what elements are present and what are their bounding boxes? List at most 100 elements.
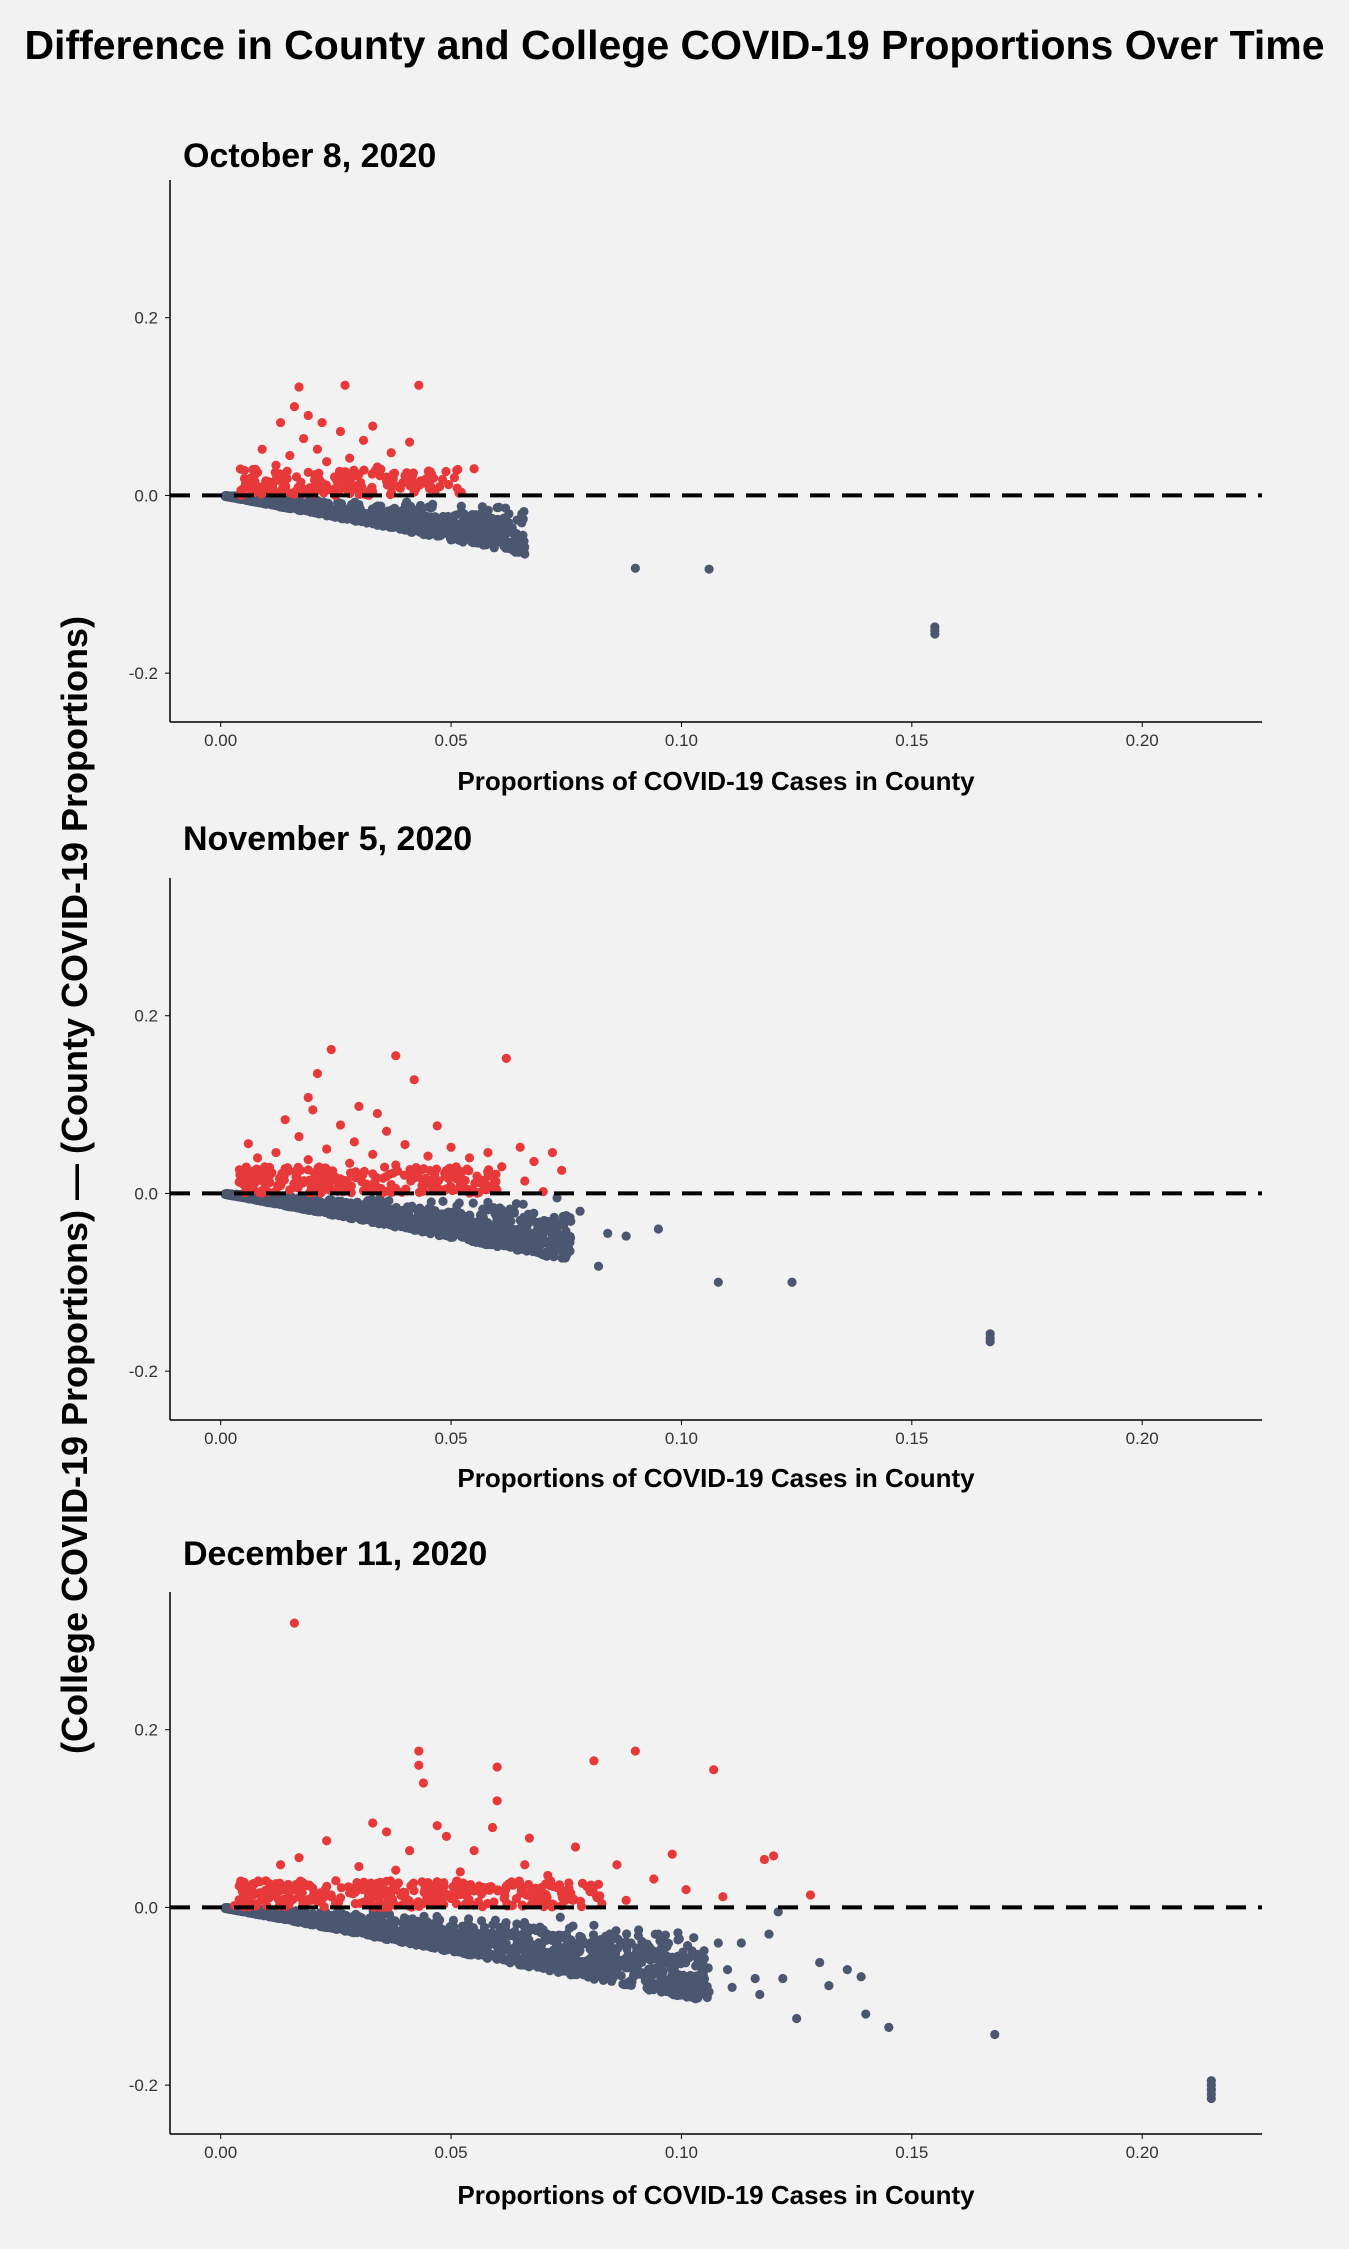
data-point xyxy=(580,1969,590,1979)
data-point xyxy=(345,1158,355,1168)
data-point xyxy=(536,1928,546,1938)
data-point xyxy=(443,1207,453,1217)
data-point xyxy=(511,1199,522,1209)
data-point xyxy=(508,1206,519,1216)
data-point xyxy=(385,1220,395,1230)
y-tick-label: 0.0 xyxy=(134,1898,158,1917)
data-point xyxy=(376,1216,387,1226)
data-point xyxy=(359,515,369,525)
data-point xyxy=(412,1916,423,1926)
data-point xyxy=(561,1210,571,1221)
data-point xyxy=(285,450,295,461)
data-point xyxy=(630,563,640,573)
data-point xyxy=(449,473,460,483)
data-point xyxy=(468,1198,478,1208)
panel-title: December 11, 2020 xyxy=(183,1535,487,1573)
x-tick-label: 0.05 xyxy=(435,2143,468,2162)
x-tick-label: 0.10 xyxy=(665,1429,698,1448)
data-point xyxy=(520,1233,530,1243)
data-point xyxy=(368,1169,378,1179)
data-point xyxy=(317,1184,327,1194)
data-point xyxy=(506,524,516,534)
data-point xyxy=(512,1245,522,1255)
data-point xyxy=(418,522,429,533)
data-point xyxy=(455,1179,465,1190)
data-point xyxy=(621,1929,632,1939)
data-point xyxy=(387,1187,397,1197)
data-point xyxy=(430,524,440,534)
data-point xyxy=(256,1186,266,1196)
data-point xyxy=(221,1189,231,1199)
x-axis-label: Proportions of COVID-19 Cases in County xyxy=(457,1463,975,1493)
data-point xyxy=(386,1209,397,1219)
data-point xyxy=(557,1217,568,1227)
data-point xyxy=(279,1171,289,1181)
data-point xyxy=(498,1213,509,1223)
data-point xyxy=(298,1203,308,1213)
data-point xyxy=(490,1177,500,1187)
data-point xyxy=(367,469,377,479)
data-point xyxy=(500,1930,510,1940)
data-point xyxy=(455,508,465,518)
data-point xyxy=(243,1139,253,1149)
data-point xyxy=(621,1937,631,1947)
data-point xyxy=(312,444,323,454)
data-point xyxy=(428,499,438,509)
data-point xyxy=(438,1196,448,1206)
data-point xyxy=(500,503,511,513)
data-point xyxy=(286,1198,296,1208)
data-point xyxy=(501,1053,511,1063)
data-point xyxy=(699,1953,709,1964)
data-point xyxy=(621,1231,631,1241)
data-point xyxy=(395,483,405,493)
data-point xyxy=(319,488,329,498)
data-point xyxy=(486,1240,496,1250)
data-point xyxy=(262,1172,272,1183)
data-point xyxy=(313,1163,323,1173)
data-point xyxy=(303,1165,313,1175)
data-point xyxy=(317,417,327,428)
data-point xyxy=(303,410,313,421)
data-point xyxy=(575,1206,585,1216)
data-point xyxy=(515,1142,525,1152)
data-point xyxy=(540,1223,551,1233)
data-point xyxy=(474,1174,484,1184)
y-tick-label: -0.2 xyxy=(129,2076,158,2095)
data-point xyxy=(616,1971,626,1981)
data-point xyxy=(345,453,355,463)
data-point xyxy=(391,1935,401,1945)
data-point xyxy=(554,1934,564,1944)
data-point xyxy=(339,1923,349,1933)
x-tick-label: 0.20 xyxy=(1126,1429,1159,1448)
data-point xyxy=(388,469,399,479)
data-point xyxy=(510,544,521,554)
data-point xyxy=(588,1930,599,1940)
panel-title: November 5, 2020 xyxy=(183,820,472,858)
data-point xyxy=(284,499,294,509)
data-point xyxy=(673,1956,683,1967)
data-point xyxy=(456,501,466,511)
x-tick-label: 0.05 xyxy=(435,1429,468,1448)
data-point xyxy=(303,1155,313,1165)
data-point xyxy=(331,473,341,483)
data-point xyxy=(303,467,313,477)
data-point xyxy=(337,511,347,521)
data-point xyxy=(457,1167,467,1177)
x-tick-label: 0.15 xyxy=(895,731,928,750)
data-point xyxy=(350,505,361,516)
x-tick-label: 0.15 xyxy=(895,1429,928,1448)
data-point xyxy=(334,1210,344,1221)
data-point xyxy=(289,401,300,412)
data-point xyxy=(497,519,507,529)
data-point xyxy=(454,1221,465,1231)
data-point xyxy=(397,506,407,516)
x-tick-label: 0.10 xyxy=(665,731,698,750)
data-point xyxy=(302,506,312,516)
data-point xyxy=(441,1165,452,1175)
data-point xyxy=(529,1156,539,1167)
data-point xyxy=(414,1172,424,1183)
data-point xyxy=(379,1162,390,1172)
data-point xyxy=(537,1963,547,1973)
data-point xyxy=(257,487,267,497)
